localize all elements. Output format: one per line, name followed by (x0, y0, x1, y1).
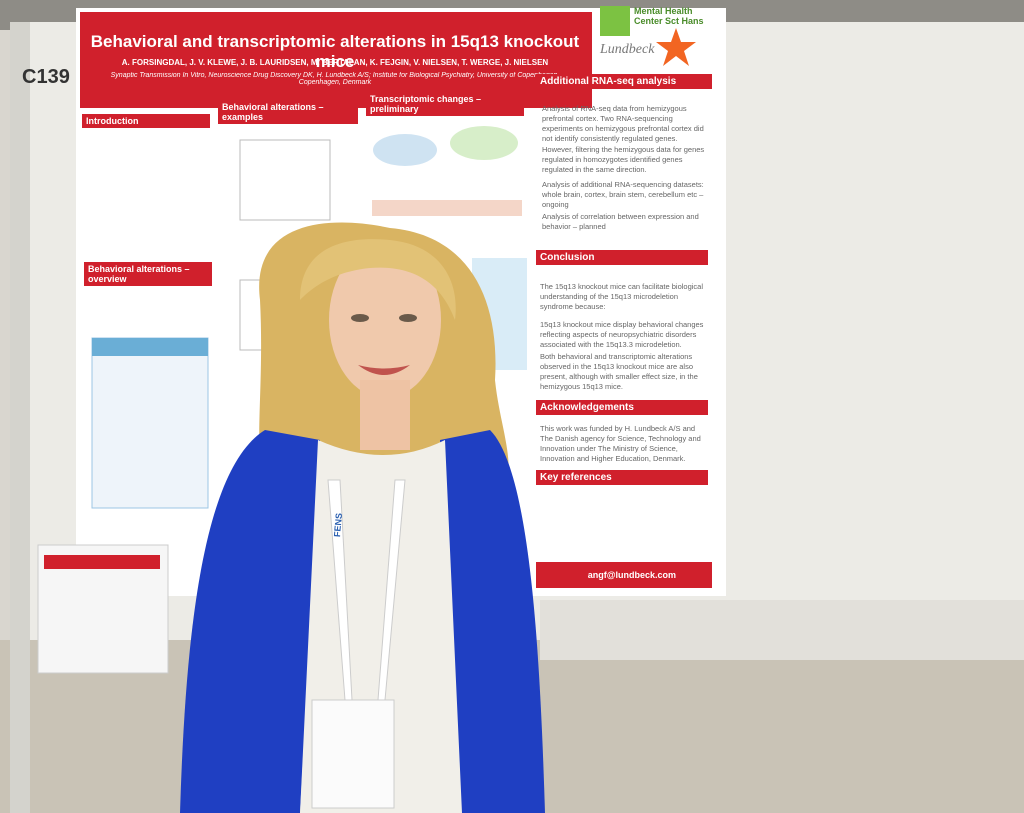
section-heading: Introduction (82, 114, 210, 128)
affiliation: Synaptic Transmission In Vitro, Neurosci… (110, 72, 560, 86)
booth-number: C139 (22, 66, 70, 88)
logo-text: Mental Health Center Sct Hans (634, 6, 704, 26)
section-heading: Transcriptomic changes – preliminary (366, 92, 524, 116)
flyer-band (44, 555, 160, 569)
hair-fringe (300, 239, 456, 320)
poster-title: Behavioral and transcriptomic alteration… (90, 32, 580, 71)
body-text: This work was funded by H. Lundbeck A/S … (540, 424, 701, 464)
name-badge (311, 699, 395, 809)
brain-figure (450, 126, 518, 160)
section-heading: Acknowledgements (536, 400, 708, 415)
section-heading: Key references (536, 470, 708, 485)
brain-figure (373, 134, 437, 166)
section-heading: Additional RNA-seq analysis (536, 74, 712, 89)
footer-band (536, 562, 712, 588)
body-text: The 15q13 knockout mice can facilitate b… (540, 282, 704, 312)
logo-text: Lundbeck (600, 42, 655, 57)
eye (399, 314, 417, 322)
section-heading: Conclusion (536, 250, 708, 265)
bar-figure (372, 200, 522, 216)
body-text: 15q13 knockout mice display behavioral c… (540, 320, 704, 350)
eye (351, 314, 369, 322)
body-text: Analysis of correlation between expressi… (542, 212, 699, 232)
logo-icon (600, 6, 630, 36)
pole (10, 22, 30, 813)
table-figure (91, 337, 209, 509)
body-text: Analysis of RNA-seq data from hemizygous… (542, 104, 705, 174)
graph-figure (239, 139, 331, 221)
section-heading: Behavioral alterations – overview (84, 262, 212, 286)
email: angf@lundbeck.com (587, 570, 676, 580)
board-edge (540, 600, 1024, 660)
star-logo (656, 28, 696, 66)
cardigan-right (440, 430, 545, 813)
body-text: Analysis of additional RNA-sequencing da… (542, 180, 704, 210)
neck (360, 380, 410, 450)
body-text: Both behavioral and transcriptomic alter… (540, 352, 698, 392)
face (329, 242, 441, 398)
lanyard-text: FENS (331, 512, 345, 538)
cardigan-left (180, 430, 320, 813)
authors: A. FORSINGDAL, J. V. KLEWE, J. B. LAURID… (121, 58, 549, 67)
smile (358, 365, 410, 375)
section-heading: Behavioral alterations – examples (218, 100, 358, 124)
table-header (92, 338, 208, 356)
